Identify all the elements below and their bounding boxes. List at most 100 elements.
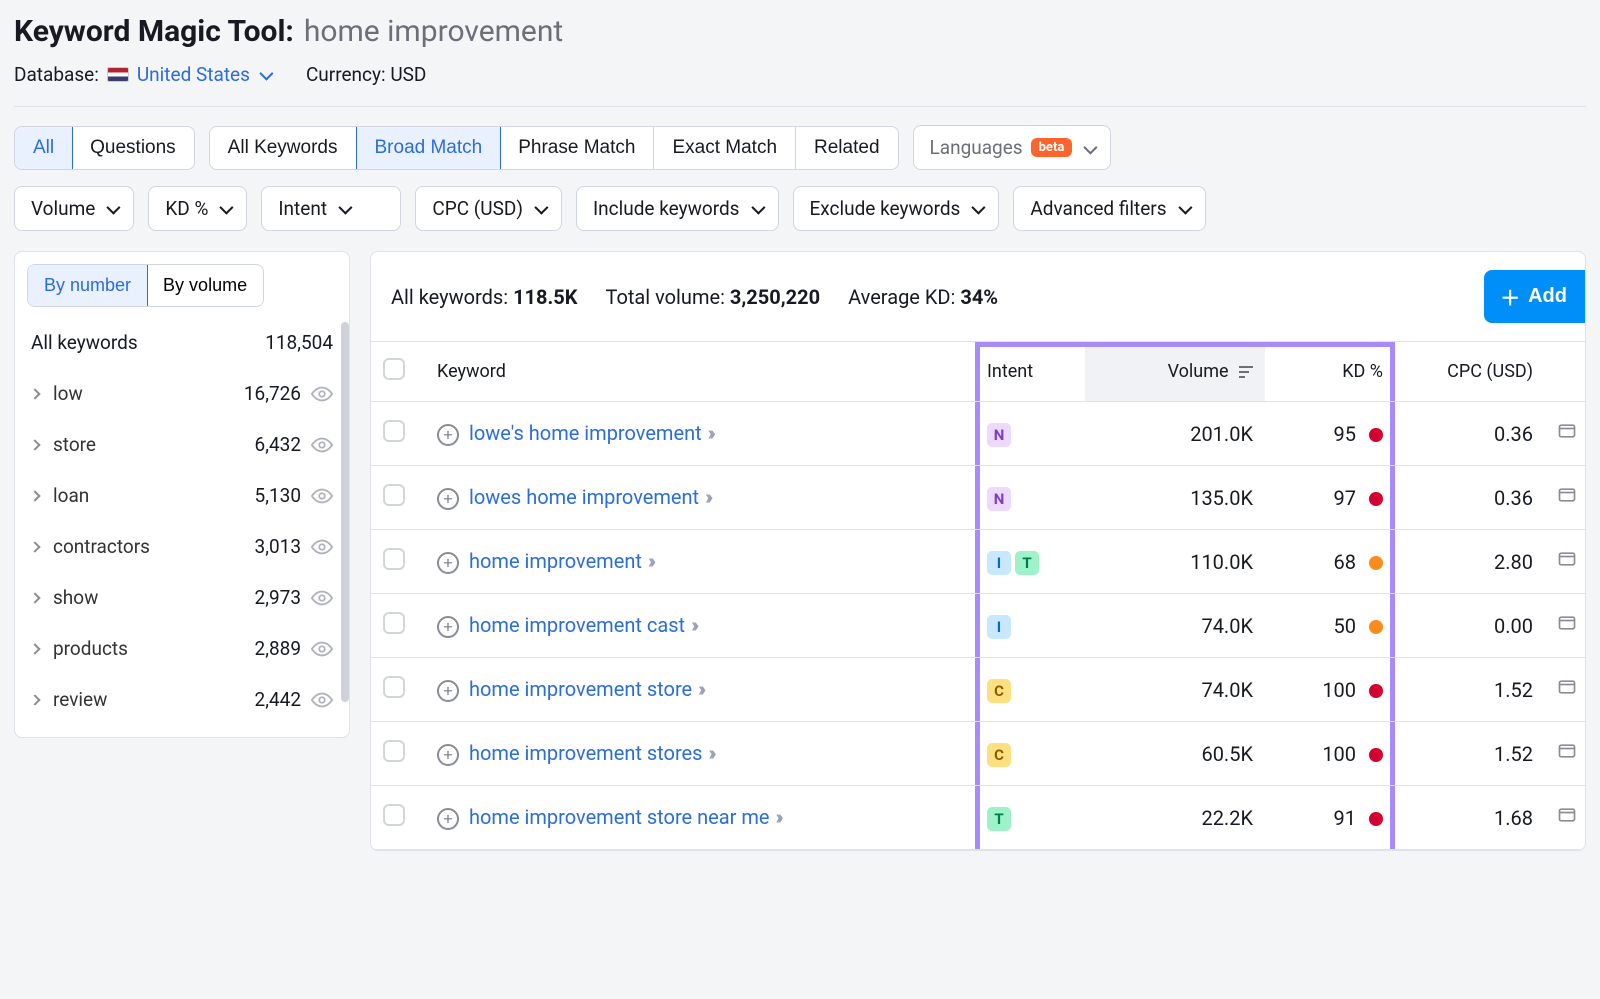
double-chevron-icon[interactable]: ›› [698, 677, 702, 701]
kd-difficulty-dot [1369, 492, 1383, 506]
double-chevron-icon[interactable]: ›› [708, 421, 712, 445]
languages-dropdown[interactable]: Languages beta [913, 125, 1112, 170]
open-serp-icon[interactable] [1557, 485, 1577, 505]
sidebar-item-count: 2,889 [255, 637, 301, 660]
table-row: +home improvement stores››C60.5K100 1.52 [371, 722, 1585, 786]
sidebar-item[interactable]: loan5,130 [27, 470, 337, 521]
cell-cpc: 2.80 [1395, 530, 1545, 594]
cell-volume: 135.0K [1085, 466, 1265, 530]
sidebar-item[interactable]: contractors3,013 [27, 521, 337, 572]
advanced-filters-dropdown[interactable]: Advanced filters [1013, 186, 1205, 231]
stat-value: 34% [960, 285, 998, 309]
add-to-list-button[interactable]: ＋ Add [1484, 270, 1585, 323]
tab-all-keywords[interactable]: All Keywords [210, 127, 357, 169]
row-checkbox[interactable] [383, 612, 405, 634]
col-intent[interactable]: Intent [975, 342, 1085, 402]
intent-badge-n: N [987, 487, 1011, 511]
filter-row-1: All Questions All Keywords Broad Match P… [14, 125, 1586, 170]
sidebar-item[interactable]: review2,442 [27, 674, 337, 725]
double-chevron-icon[interactable]: ›› [691, 613, 695, 637]
add-keyword-icon[interactable]: + [437, 424, 459, 446]
double-chevron-icon[interactable]: ›› [648, 549, 652, 573]
kd-difficulty-dot [1369, 748, 1383, 762]
add-keyword-icon[interactable]: + [437, 616, 459, 638]
eye-icon[interactable] [311, 587, 333, 609]
open-serp-icon[interactable] [1557, 677, 1577, 697]
eye-icon[interactable] [311, 485, 333, 507]
search-query: home improvement [304, 14, 563, 49]
sidebar-item-label: low [53, 382, 244, 405]
double-chevron-icon[interactable]: ›› [708, 741, 712, 765]
tab-related[interactable]: Related [796, 127, 898, 169]
tab-exact-match[interactable]: Exact Match [654, 127, 796, 169]
row-checkbox[interactable] [383, 804, 405, 826]
open-serp-icon[interactable] [1557, 741, 1577, 761]
col-kd[interactable]: KD % [1265, 342, 1395, 402]
col-keyword[interactable]: Keyword [425, 342, 975, 402]
sort-by-volume[interactable]: By volume [147, 265, 263, 306]
sidebar-item[interactable]: products2,889 [27, 623, 337, 674]
exclude-keywords-dropdown[interactable]: Exclude keywords [793, 186, 1000, 231]
add-keyword-icon[interactable]: + [437, 488, 459, 510]
row-checkbox[interactable] [383, 740, 405, 762]
kd-dropdown[interactable]: KD % [148, 186, 247, 231]
double-chevron-icon[interactable]: ›› [705, 485, 709, 509]
database-link[interactable]: United States [137, 63, 270, 86]
keyword-link[interactable]: home improvement store [469, 677, 692, 701]
sidebar-item-count: 2,973 [255, 586, 301, 609]
sort-by-number[interactable]: By number [27, 264, 148, 307]
keyword-link[interactable]: home improvement store near me [469, 805, 770, 829]
eye-icon[interactable] [311, 689, 333, 711]
sidebar-all-count: 118,504 [265, 331, 333, 354]
keyword-link[interactable]: home improvement stores [469, 741, 702, 765]
database-selector[interactable]: Database: United States [14, 63, 270, 86]
add-keyword-icon[interactable]: + [437, 744, 459, 766]
kd-difficulty-dot [1369, 812, 1383, 826]
tab-phrase-match[interactable]: Phrase Match [500, 127, 654, 169]
currency-value: USD [390, 63, 426, 86]
eye-icon[interactable] [311, 383, 333, 405]
col-volume[interactable]: Volume [1085, 342, 1265, 402]
tab-broad-match[interactable]: Broad Match [356, 126, 502, 170]
stat-value: 3,250,220 [730, 285, 820, 309]
select-all-checkbox[interactable] [383, 358, 405, 380]
sidebar-item[interactable]: store6,432 [27, 419, 337, 470]
add-keyword-icon[interactable]: + [437, 808, 459, 830]
eye-icon[interactable] [311, 434, 333, 456]
row-checkbox[interactable] [383, 420, 405, 442]
row-checkbox[interactable] [383, 484, 405, 506]
keyword-link[interactable]: home improvement [469, 549, 642, 573]
stat-value: 118.5K [513, 285, 577, 309]
open-serp-icon[interactable] [1557, 805, 1577, 825]
cpc-dropdown[interactable]: CPC (USD) [415, 186, 562, 231]
add-keyword-icon[interactable]: + [437, 680, 459, 702]
chevron-down-icon [1080, 136, 1094, 159]
include-keywords-dropdown[interactable]: Include keywords [576, 186, 779, 231]
col-cpc[interactable]: CPC (USD) [1395, 342, 1545, 402]
stat-all-keywords: All keywords: 118.5K [391, 285, 577, 309]
intent-dropdown[interactable]: Intent [261, 186, 401, 231]
tab-questions[interactable]: Questions [72, 127, 194, 169]
currency-display: Currency: USD [306, 63, 426, 86]
row-checkbox[interactable] [383, 676, 405, 698]
row-checkbox[interactable] [383, 548, 405, 570]
table-row: +home improvement store near me››T22.2K9… [371, 786, 1585, 850]
sidebar-item[interactable]: show2,973 [27, 572, 337, 623]
sidebar-item[interactable]: low16,726 [27, 368, 337, 419]
tab-all[interactable]: All [14, 126, 73, 170]
open-serp-icon[interactable] [1557, 613, 1577, 633]
keyword-link[interactable]: home improvement cast [469, 613, 685, 637]
database-label: Database: [14, 63, 99, 86]
volume-dropdown[interactable]: Volume [14, 186, 134, 231]
sidebar-all-keywords[interactable]: All keywords 118,504 [27, 321, 337, 368]
cell-volume: 201.0K [1085, 402, 1265, 466]
eye-icon[interactable] [311, 638, 333, 660]
add-keyword-icon[interactable]: + [437, 552, 459, 574]
open-serp-icon[interactable] [1557, 421, 1577, 441]
cell-volume: 110.0K [1085, 530, 1265, 594]
double-chevron-icon[interactable]: ›› [776, 805, 780, 829]
eye-icon[interactable] [311, 536, 333, 558]
keyword-link[interactable]: lowes home improvement [469, 485, 699, 509]
open-serp-icon[interactable] [1557, 549, 1577, 569]
keyword-link[interactable]: lowe's home improvement [469, 421, 702, 445]
